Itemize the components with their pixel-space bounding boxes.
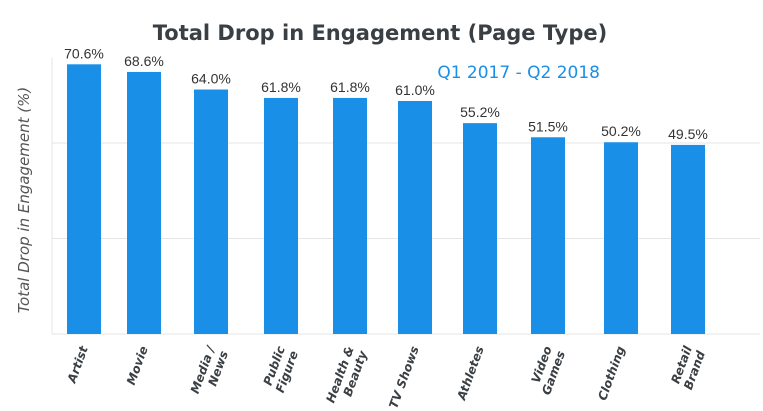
x-tick-label: Media /News — [188, 343, 231, 396]
chart-title: Total Drop in Engagement (Page Type) — [153, 21, 607, 45]
bar — [604, 142, 638, 334]
y-axis-label: Total Drop in Engagement (%) — [15, 87, 33, 314]
bar — [67, 64, 101, 335]
data-label: 61.8% — [330, 79, 370, 95]
x-tick-label: Health &Beauty — [323, 344, 370, 405]
bar — [531, 137, 565, 334]
data-label: 68.6% — [124, 53, 164, 69]
bar — [194, 89, 228, 335]
bar — [398, 100, 432, 334]
x-tick-line: Clothing — [595, 344, 628, 402]
data-label: 49.5% — [668, 126, 708, 142]
x-tick-label: TV Shows — [386, 344, 421, 410]
bar — [264, 97, 298, 334]
data-label: 55.2% — [460, 104, 500, 120]
x-tick-label: Artist — [64, 343, 91, 386]
x-tick-label: Movie — [124, 344, 151, 387]
x-tick-label: Athletes — [454, 344, 487, 403]
chart-subtitle: Q1 2017 - Q2 2018 — [437, 63, 600, 83]
data-label: 61.8% — [261, 79, 301, 95]
bar — [127, 71, 161, 334]
x-tick-label: Clothing — [595, 344, 628, 402]
x-tick-line: Athletes — [454, 344, 487, 403]
x-tick-line: Artist — [64, 343, 91, 386]
data-label: 61.0% — [395, 82, 435, 98]
bar — [463, 123, 497, 334]
x-tick-line: TV Shows — [386, 344, 421, 410]
data-label: 70.6% — [64, 45, 104, 61]
x-tick-line: Movie — [124, 344, 151, 387]
bar — [671, 144, 705, 334]
data-label: 50.2% — [601, 123, 641, 139]
data-label: 51.5% — [528, 118, 568, 134]
data-label: 64.0% — [191, 71, 231, 87]
bar — [333, 97, 367, 334]
